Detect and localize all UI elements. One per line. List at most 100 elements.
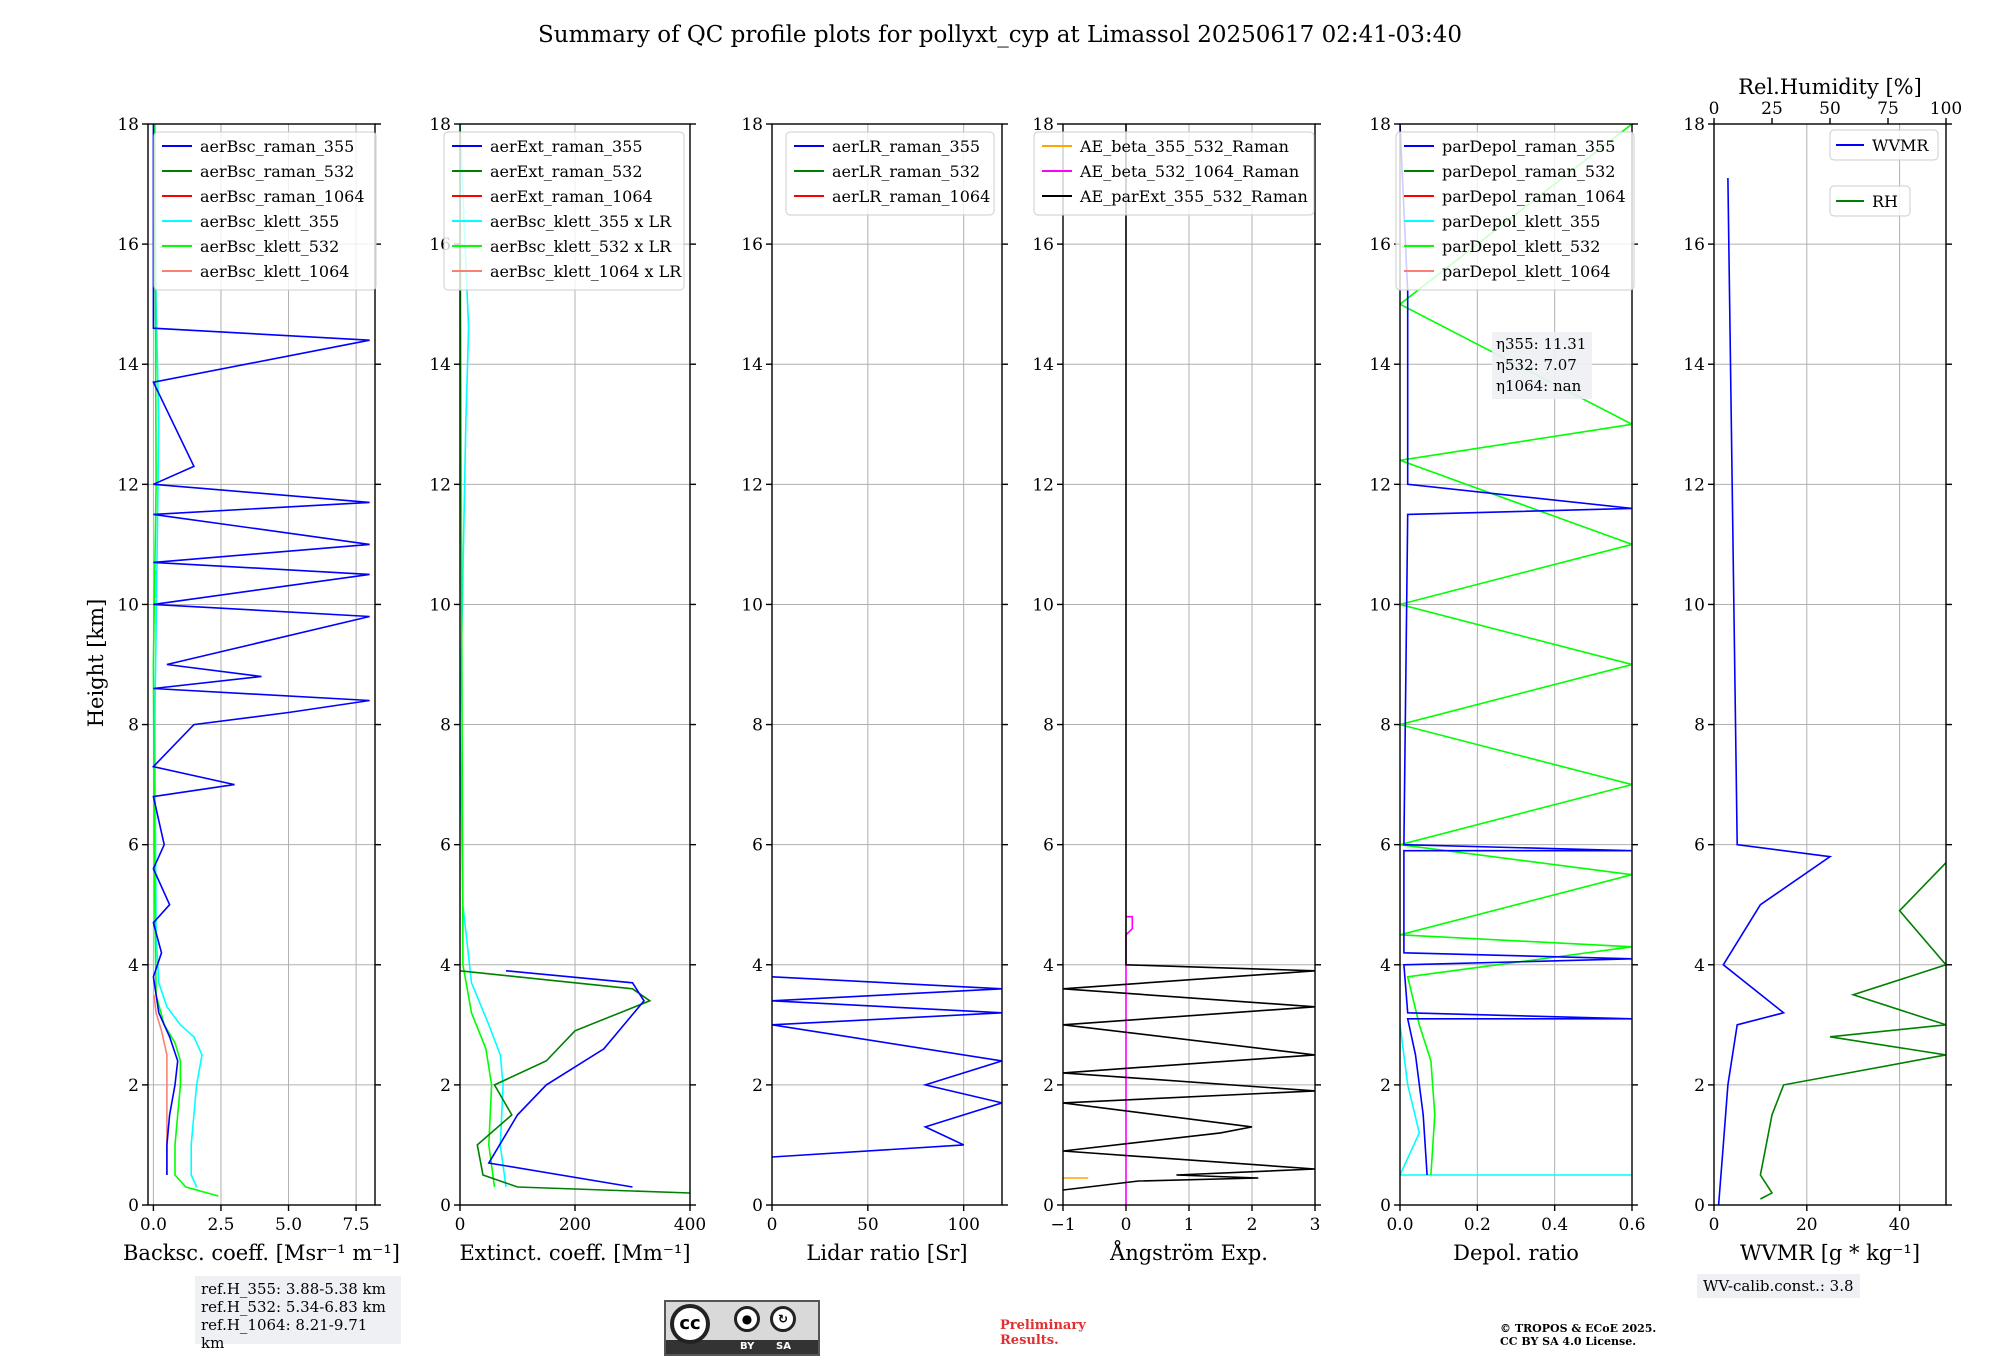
y-tick-label: 14	[1683, 355, 1705, 375]
legend-label: aerLR_raman_532	[832, 162, 980, 181]
y-tick-label: 12	[741, 475, 763, 495]
y-tick-label: 18	[1369, 115, 1391, 135]
top-x-tick-label: 0	[1709, 99, 1720, 119]
legend-label: parDepol_klett_1064	[1442, 262, 1611, 281]
legend-wv: WVMR RH	[1829, 129, 1939, 217]
y-tick-label: 2	[1694, 1076, 1705, 1096]
y-tick-label: 16	[1683, 235, 1705, 255]
ref-height-box: ref.H_355: 3.88-5.38 km ref.H_532: 5.34-…	[195, 1276, 401, 1352]
legend-label: parDepol_klett_532	[1442, 237, 1600, 256]
ref-height-355: ref.H_355: 3.88-5.38 km	[201, 1280, 386, 1298]
top-x-axis-label: Rel.Humidity [%]	[1738, 75, 1922, 99]
series-RH	[1759, 862, 1946, 1200]
cc-icon: cc	[670, 1304, 710, 1344]
legend-box	[443, 131, 685, 291]
x-tick-label: 0.2	[1464, 1215, 1491, 1235]
x-tick-label: 20	[1796, 1215, 1818, 1235]
cc-by-label: BY	[740, 1341, 755, 1352]
legend-label: aerBsc_klett_532	[200, 237, 339, 256]
y-tick-label: 6	[752, 836, 763, 856]
x-tick-label: −1	[1050, 1215, 1075, 1235]
x-tick-label: 2.5	[207, 1215, 234, 1235]
x-axis-label: Backsc. coeff. [Msr⁻¹ m⁻¹]	[123, 1241, 400, 1265]
y-tick-label: 4	[128, 956, 139, 976]
legend-label: parDepol_raman_532	[1442, 162, 1615, 181]
ref-height-532: ref.H_532: 5.34-6.83 km	[201, 1298, 386, 1316]
y-tick-label: 18	[429, 115, 451, 135]
series-aerBsc_klett_355	[153, 124, 203, 1188]
legend-box	[1395, 131, 1635, 291]
series-aerBsc_klett_355 x LR	[460, 124, 507, 1188]
y-tick-label: 4	[1380, 956, 1391, 976]
x-tick-label: 3	[1310, 1215, 1321, 1235]
legend-label: aerLR_raman_355	[832, 137, 980, 156]
x-axis-label: Ångström Exp.	[1109, 1240, 1268, 1265]
x-tick-label: 40	[1889, 1215, 1911, 1235]
x-axis-label: Extinct. coeff. [Mm⁻¹]	[459, 1241, 690, 1265]
x-tick-label: 0.6	[1618, 1215, 1645, 1235]
y-tick-label: 14	[429, 355, 451, 375]
cc-sa-label: SA	[776, 1341, 791, 1352]
x-tick-label: 0.4	[1541, 1215, 1568, 1235]
legend-label: aerBsc_klett_1064 x LR	[490, 262, 682, 281]
axes-frame	[1399, 123, 1633, 1206]
top-x-tick-label: 25	[1761, 99, 1783, 119]
y-tick-label: 4	[440, 956, 451, 976]
x-tick-label: 0	[1121, 1215, 1132, 1235]
legend-label: aerBsc_klett_355 x LR	[490, 212, 672, 231]
x-tick-label: 2	[1247, 1215, 1258, 1235]
legend-label: parDepol_klett_355	[1442, 212, 1600, 231]
x-tick-label: 400	[674, 1215, 706, 1235]
y-tick-label: 18	[1683, 115, 1705, 135]
y-tick-label: 6	[1380, 836, 1391, 856]
series-WVMR	[1717, 177, 1833, 1205]
y-tick-label: 18	[1032, 115, 1054, 135]
copyright-note: © TROPOS & ECoE 2025. CC BY SA 4.0 Licen…	[1500, 1322, 1657, 1348]
x-tick-label: 5.0	[275, 1215, 302, 1235]
eta-box: η355: 11.31 η532: 7.07 η1064: nan	[1492, 332, 1592, 399]
series-AE_beta_532_1064_Raman	[1125, 915, 1134, 1205]
y-tick-label: 0	[440, 1196, 451, 1216]
y-tick-label: 8	[752, 716, 763, 736]
x-tick-label: 50	[857, 1215, 879, 1235]
x-axis-label: Depol. ratio	[1453, 1241, 1579, 1265]
legend-lr: aerLR_raman_355 aerLR_raman_532 aerLR_rama…	[785, 131, 995, 216]
eta-1064: η1064: nan	[1496, 377, 1582, 395]
y-tick-label: 16	[1369, 235, 1391, 255]
y-tick-label: 0	[1043, 1196, 1054, 1216]
top-x-tick-label: 100	[1930, 99, 1962, 119]
y-tick-label: 2	[128, 1076, 139, 1096]
x-tick-label: 0.0	[140, 1215, 167, 1235]
series-parDepol_klett_532	[1400, 124, 1632, 1176]
legend-label: RH	[1872, 192, 1898, 211]
y-tick-label: 10	[741, 595, 763, 615]
series-aerBsc_klett_532	[152, 124, 219, 1197]
legend-box	[785, 131, 995, 216]
legend-depol: parDepol_raman_355 parDepol_raman_532 parD…	[1395, 131, 1635, 291]
eta-532: η532: 7.07	[1496, 356, 1577, 374]
legend-label: aerBsc_raman_532	[200, 162, 354, 181]
series-aerBsc_klett_532 x LR	[460, 124, 496, 1188]
x-tick-label: 100	[947, 1215, 979, 1235]
top-x-tick-label: 75	[1877, 99, 1899, 119]
legend-label: AE_parExt_355_532_Raman	[1079, 187, 1308, 206]
x-tick-label: 200	[559, 1215, 591, 1235]
y-tick-label: 12	[1683, 475, 1705, 495]
x-tick-label: 0	[1709, 1215, 1720, 1235]
y-tick-label: 12	[1369, 475, 1391, 495]
y-tick-label: 8	[128, 716, 139, 736]
y-tick-label: 12	[429, 475, 451, 495]
y-tick-label: 10	[1683, 595, 1705, 615]
by-icon: ●	[734, 1306, 760, 1332]
axes-frame	[147, 123, 376, 1206]
legend-box	[1829, 185, 1911, 217]
y-tick-label: 12	[117, 475, 139, 495]
y-tick-label: 10	[1032, 595, 1054, 615]
legend-box	[1033, 131, 1315, 216]
legend-label: aerExt_raman_355	[490, 137, 643, 156]
y-tick-label: 10	[429, 595, 451, 615]
figure-title: Summary of QC profile plots for pollyxt_…	[538, 22, 1462, 48]
legend-label: AE_beta_532_1064_Raman	[1079, 162, 1299, 181]
